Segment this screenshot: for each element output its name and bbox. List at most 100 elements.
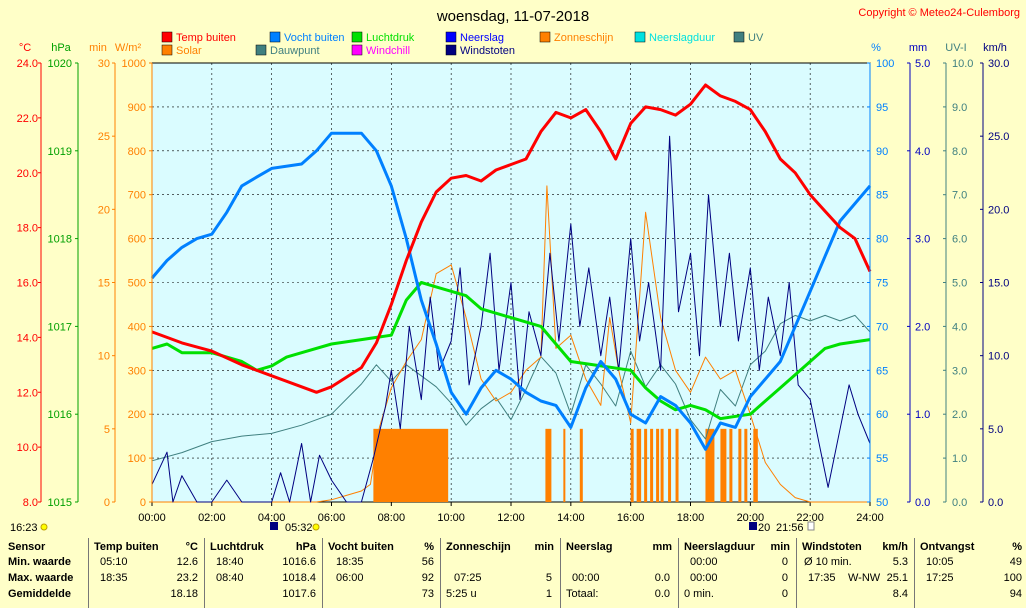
sunrise-icon [270,522,278,530]
header-rain-duration-unit: min [770,541,790,553]
separator [322,538,323,608]
axis-tick-label-solar: 400 [128,321,146,333]
axis-tick-label-sunmin: 15 [98,278,110,290]
axis-tick-label-solar: 300 [128,365,146,377]
axis-tick-label-humidity: 65 [876,365,888,377]
x-tick-label: 06:00 [318,512,346,524]
axis-tick-label-sunmin: 0 [104,497,110,509]
series-dauwpunt [151,314,871,462]
x-tick-label: 18:00 [677,512,705,524]
axis-tick-label-sunmin: 25 [98,131,110,143]
sunshine-bar [650,428,654,502]
temp-max-value: 23.2 [176,572,198,584]
series-luchtdruk [151,281,871,421]
col-temp: Temp buiten °C 05:10 12.6 18:35 23.2 18.18 [94,538,202,608]
axis-tick-label-uv: 3.0 [952,365,967,377]
axis-tick-label-wind: 5.0 [988,424,1003,436]
legend-swatch [351,44,363,56]
legend-swatch [445,31,457,43]
axis-tick-label-pressure: 1016 [48,409,72,421]
legend-label: Neerslag [460,32,504,44]
axes: 8.010.012.014.016.018.020.022.024.0°C101… [10,42,1009,534]
legend-label: Windstoten [460,45,515,57]
temp-min-time: 05:10 [100,556,128,568]
axis-tick-label-uv: 6.0 [952,234,967,246]
header-humidity-unit: % [424,541,434,553]
header-reception-unit: % [1012,541,1022,553]
raindur-max-time: 00:00 [690,572,718,584]
axis-tick-label-solar: 900 [128,102,146,114]
axis-tick-label-uv: 4.0 [952,321,967,333]
moonrise-time: 16:23 [10,522,38,534]
rain-max-value: 0.0 [654,572,670,584]
legend-swatch [445,44,457,56]
axis-tick-label-sunmin: 20 [98,204,110,216]
axis-unit-rain: mm [909,42,927,54]
axis-tick-label-temp: 16.0 [17,278,38,290]
legend-label: Luchtdruk [366,32,415,44]
axis-tick-label-humidity: 60 [876,409,888,421]
raindur-total: 0 min. [684,588,714,600]
wind-max-value: 25.1 [886,572,908,584]
sunrise-time: 05:32 [285,522,313,534]
header-sunshine: Zonneschijn [446,541,511,553]
legend-swatch [255,44,267,56]
axis-tick-label-solar: 100 [128,453,146,465]
header-sunshine-unit: min [534,541,554,553]
grid: 00:00 02:00 04:00 06:00 08:00 10:00 12:00 14:00… [138,63,884,524]
separator [914,538,915,608]
legend-label: UV [748,32,764,44]
separator [88,538,89,608]
raindur-min-time: 00:00 [690,556,718,568]
axis-tick-label-wind: 0.0 [988,497,1003,509]
sunshine-bar [545,428,552,502]
axis-tick-label-solar: 200 [128,409,146,421]
axis-tick-label-humidity: 80 [876,234,888,246]
axis-unit-humidity: % [871,42,881,54]
axis-tick-label-pressure: 1019 [48,146,72,158]
sunshine-bar [630,428,634,502]
header-pressure-unit: hPa [295,541,316,553]
legend-swatch [539,31,551,43]
rain-total-label: Totaal: [566,588,599,600]
axis-unit-pressure: hPa [51,42,71,54]
x-tick-label: 02:00 [198,512,226,524]
x-tick-label: 14:00 [557,512,585,524]
axis-tick-label-rain: 1.0 [915,409,930,421]
axis-tick-label-solar: 800 [128,146,146,158]
legend-swatch [161,31,173,43]
axis-tick-label-temp: 20.0 [17,168,38,180]
axis-tick-label-solar: 700 [128,190,146,202]
header-sensor: Sensor [8,541,46,553]
temp-min-value: 12.6 [176,556,198,568]
axis-tick-label-solar: 1000 [122,58,146,70]
axis-tick-label-uv: 2.0 [952,409,967,421]
sunshine-bar [720,428,727,502]
reception-min-value: 49 [1009,556,1022,568]
sunshine-bar [660,428,664,502]
pressure-min-time: 18:40 [216,556,244,568]
x-tick-label: 08:00 [378,512,406,524]
raindur-min-value: 0 [781,556,788,568]
legend-label: Solar [176,45,202,57]
axis-tick-label-humidity: 75 [876,278,888,290]
sunshine-bar [563,428,566,502]
axis-unit-temp: °C [19,42,31,54]
header-wind: Windstoten [802,541,862,553]
series-lines [150,83,872,503]
col-sensor: Sensor Min. waarde Max. waarde Gemiddeld… [8,538,90,608]
axis-tick-label-temp: 12.0 [17,387,38,399]
x-tick-label: 22:00 [796,512,824,524]
separator [204,538,205,608]
reception-avg-value: 94 [1009,588,1022,600]
axis-tick-label-humidity: 70 [876,321,888,333]
label-max: Max. waarde [8,572,74,584]
sun-icon [312,523,320,531]
moonset-partial: 20 [758,522,770,534]
header-pressure: Luchtdruk [210,541,264,553]
reception-max-time: 17:25 [926,572,954,584]
wind-max-direction: W-NW [848,572,881,584]
header-wind-unit: km/h [882,541,908,553]
pressure-max-time: 08:40 [216,572,244,584]
axis-tick-label-humidity: 50 [876,497,888,509]
